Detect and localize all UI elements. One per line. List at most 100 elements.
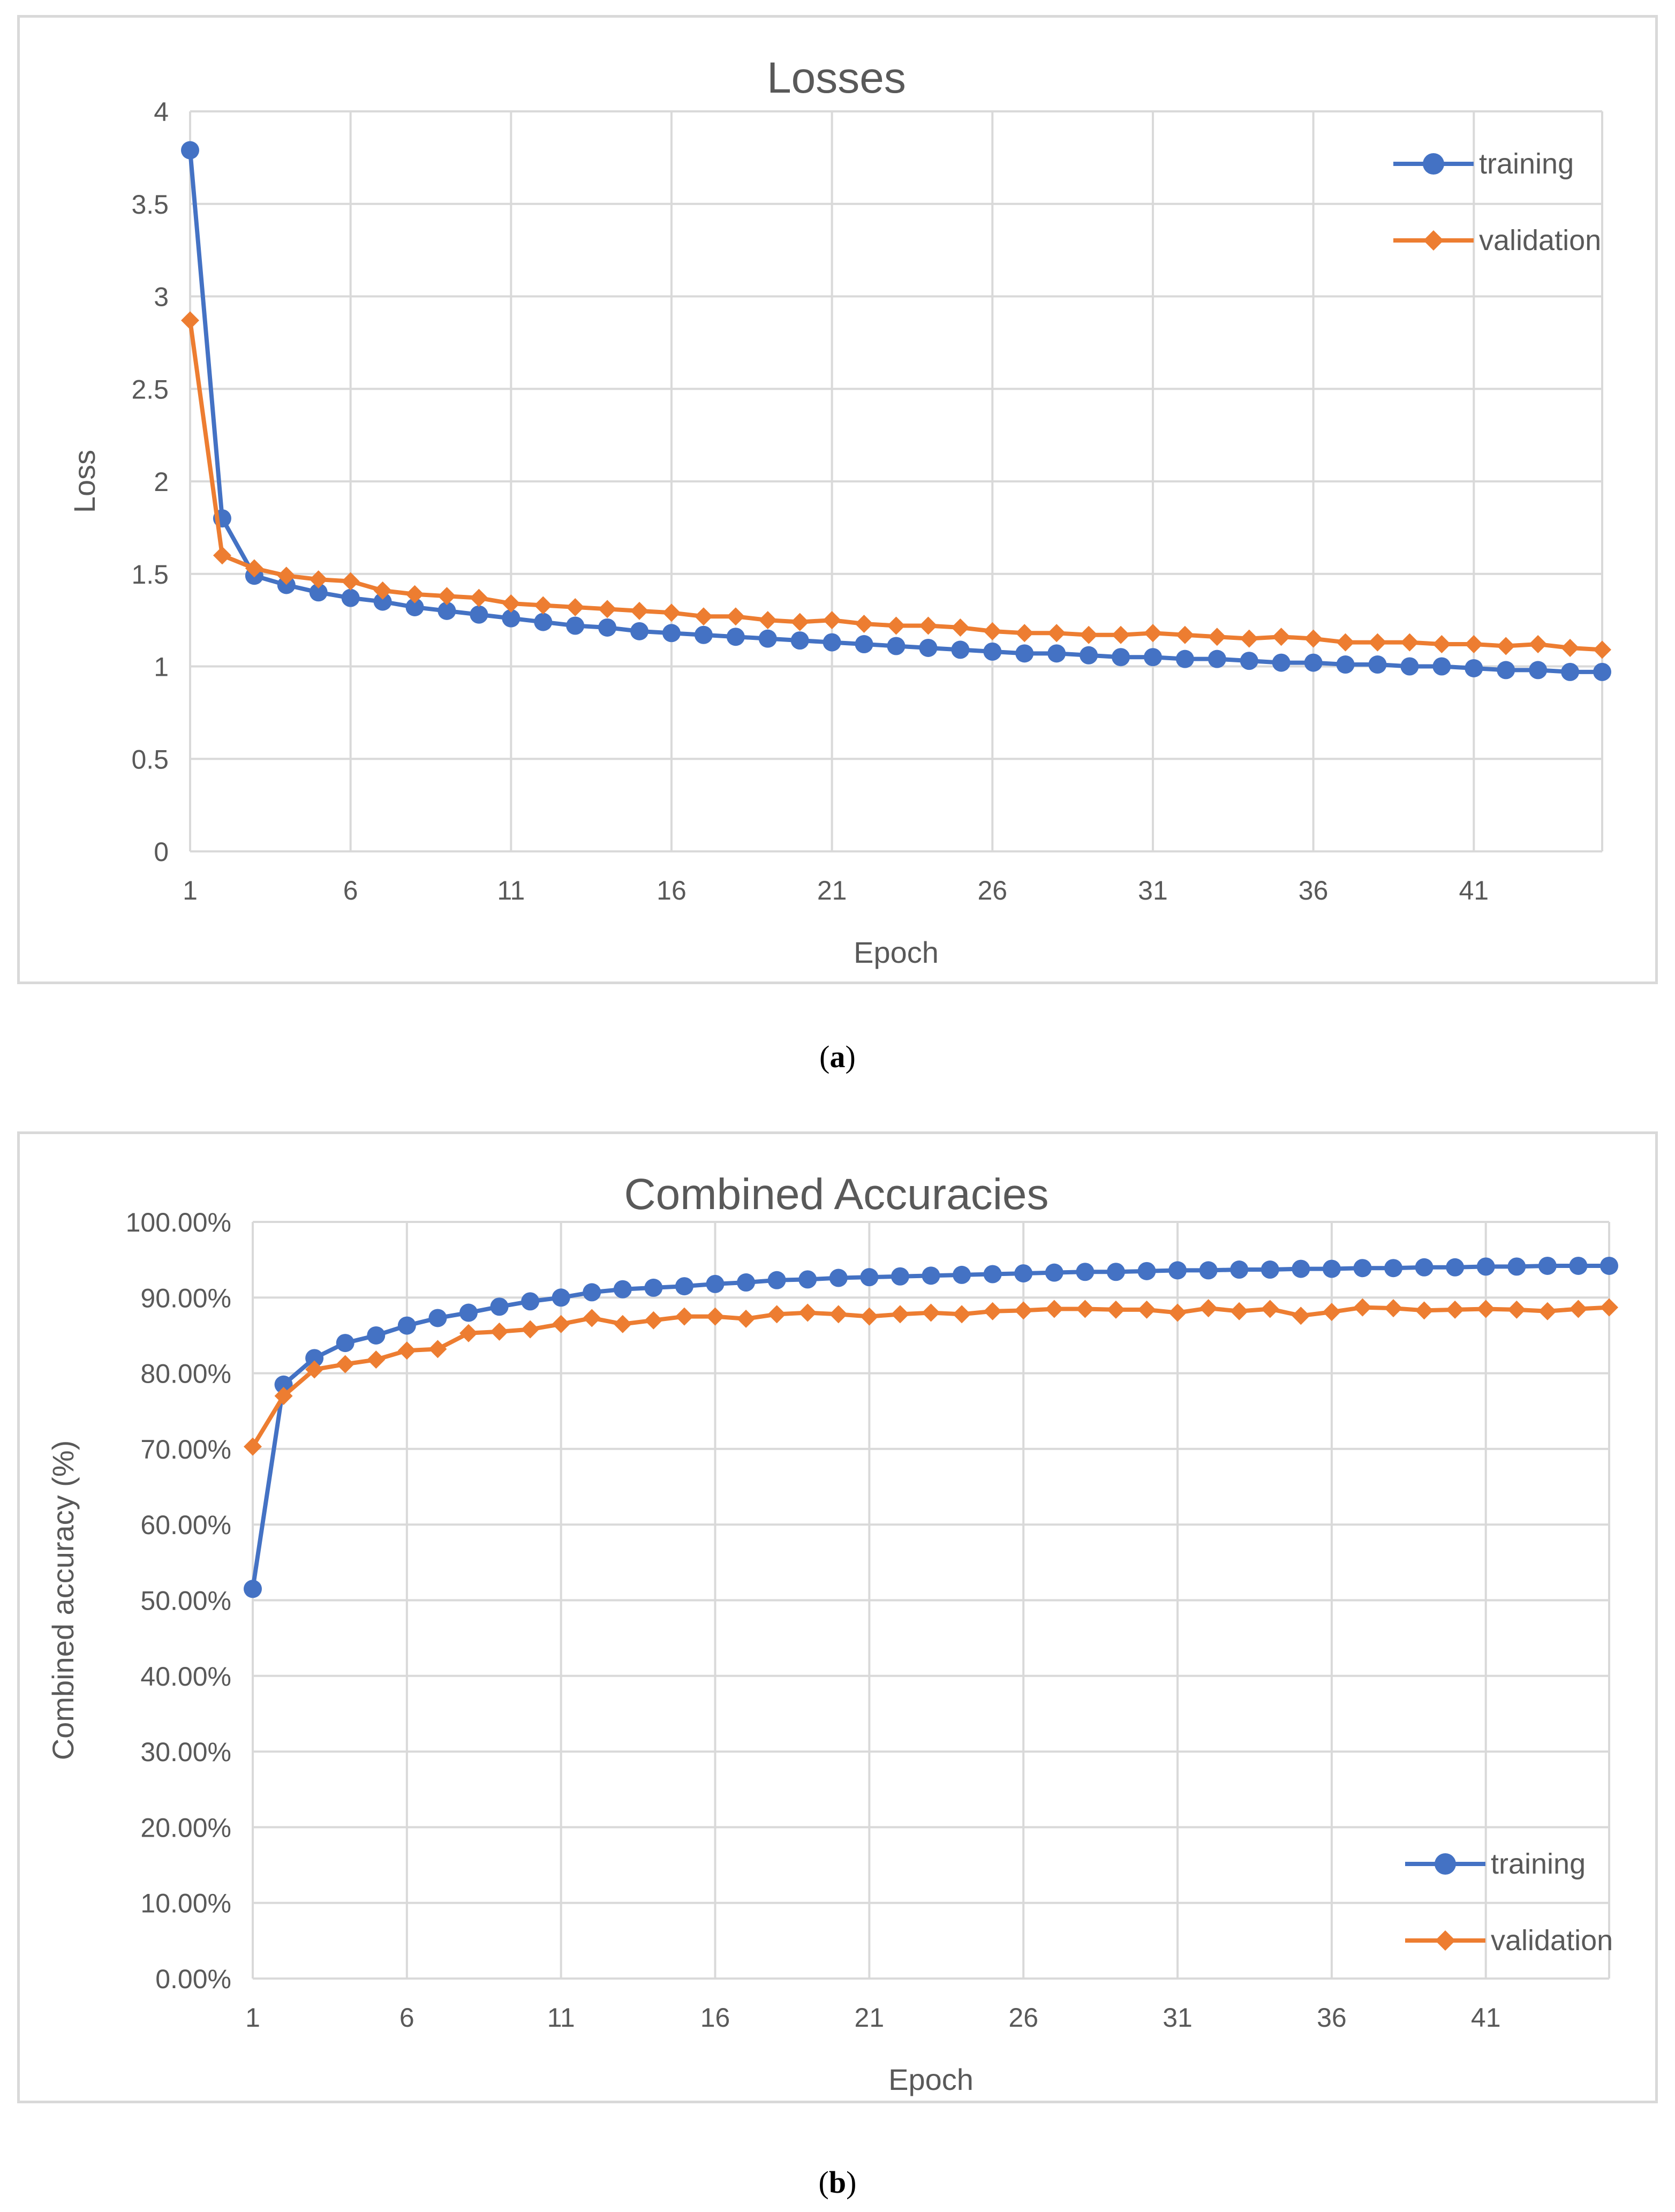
training-point <box>1076 1263 1095 1281</box>
training-point <box>1292 1259 1310 1278</box>
x-tick-label: 26 <box>977 875 1007 905</box>
training-point <box>1593 662 1611 681</box>
validation-point <box>694 607 713 626</box>
training-point <box>1336 655 1355 674</box>
training-point <box>277 576 296 594</box>
validation-point <box>1304 629 1323 648</box>
validation-point <box>1432 635 1451 654</box>
validation-point <box>1261 1300 1279 1318</box>
accuracy-chart: 0.00% 10.00% 20.00% 30.00% 40.00% 50.00% 60.00… <box>46 1170 1618 2096</box>
validation-point <box>598 600 617 618</box>
training-point <box>1261 1260 1279 1279</box>
x-tick-label: 1 <box>245 2003 260 2033</box>
training-point <box>737 1273 756 1292</box>
validation-point <box>428 1340 447 1358</box>
x-tick-label: 21 <box>855 2003 885 2033</box>
validation-point <box>1076 1300 1095 1318</box>
validation-point <box>1175 625 1194 644</box>
validation-point <box>490 1322 509 1341</box>
x-axis-label: Epoch <box>888 2063 974 2096</box>
chart-title: Losses <box>767 54 906 102</box>
training-point <box>644 1278 663 1297</box>
training-point <box>758 629 777 648</box>
training-point <box>502 609 520 628</box>
training-point <box>1240 652 1258 670</box>
training-point <box>1045 1263 1063 1282</box>
training-point <box>1175 650 1194 668</box>
validation-point <box>1600 1298 1618 1317</box>
x-tick-label: 36 <box>1299 875 1329 905</box>
legend-validation-marker <box>1423 230 1444 251</box>
training-point <box>1015 644 1034 663</box>
training-point <box>1304 653 1323 672</box>
legend-training-marker <box>1423 153 1444 175</box>
validation-point <box>662 603 681 622</box>
y-tick-label: 30.00% <box>140 1737 231 1767</box>
validation-point <box>829 1305 848 1324</box>
validation-point <box>758 611 777 630</box>
x-tick-label: 6 <box>399 2003 414 2033</box>
accuracy-chart-panel: 0.00% 10.00% 20.00% 30.00% 40.00% 50.00% 60.00… <box>17 1131 1658 2103</box>
legend-training-label: training <box>1479 148 1574 180</box>
validation-point <box>1561 638 1580 657</box>
training-point <box>490 1297 509 1316</box>
y-tick-label: 2 <box>154 467 169 497</box>
x-tick-label: 26 <box>1008 2003 1038 2033</box>
validation-point <box>1507 1300 1526 1319</box>
training-point <box>1230 1260 1249 1279</box>
training-point <box>1507 1257 1526 1276</box>
training-point <box>1400 657 1419 676</box>
validation-point <box>1593 640 1611 659</box>
validation-point <box>502 594 520 613</box>
validation-point <box>855 615 873 633</box>
legend-training-label: training <box>1491 1848 1586 1880</box>
validation-point <box>922 1303 940 1322</box>
training-point <box>459 1303 478 1322</box>
training-point <box>1432 657 1451 676</box>
training-point <box>1561 662 1580 681</box>
validation-point <box>405 585 424 603</box>
validation-point <box>1538 1302 1557 1320</box>
training-point <box>566 616 585 635</box>
losses-chart: 00.511.522.533.541 6 11 16 21 26 31 36 41LossesE… <box>67 54 1611 969</box>
y-tick-label: 0.5 <box>131 744 169 774</box>
y-tick-label: 0 <box>154 837 169 867</box>
training-point <box>1529 661 1548 680</box>
y-tick-label: 4 <box>154 97 169 127</box>
training-point <box>1047 644 1066 663</box>
y-tick-label: 40.00% <box>140 1662 231 1692</box>
validation-point <box>397 1341 416 1360</box>
training-point <box>675 1277 693 1296</box>
validation-point <box>860 1307 879 1326</box>
validation-point <box>1014 1301 1033 1320</box>
legend-validation-label: validation <box>1491 1924 1613 1957</box>
validation-point <box>274 1386 293 1405</box>
training-point <box>953 1265 971 1284</box>
validation-point <box>1106 1300 1125 1319</box>
validation-point <box>305 1360 324 1379</box>
y-tick-label: 3.5 <box>131 190 169 220</box>
training-point <box>305 1349 324 1368</box>
training-point <box>1465 659 1483 677</box>
training-point <box>1569 1256 1588 1275</box>
training-point <box>552 1288 570 1307</box>
training-point <box>919 638 938 657</box>
validation-point <box>1230 1302 1249 1320</box>
validation-point <box>1446 1300 1465 1319</box>
training-point <box>829 1269 848 1287</box>
y-tick-label: 0.00% <box>155 1964 231 1994</box>
legend-validation-label: validation <box>1479 224 1601 256</box>
validation-point <box>887 616 906 635</box>
training-point <box>244 1580 262 1598</box>
training-point <box>1272 653 1291 672</box>
y-tick-label: 2.5 <box>131 374 169 404</box>
caption-b: (b) <box>818 2165 857 2200</box>
x-tick-label: 36 <box>1317 2003 1347 2033</box>
validation-point <box>1569 1300 1588 1318</box>
x-tick-label: 11 <box>497 875 525 905</box>
y-tick-label: 1.5 <box>131 560 169 590</box>
training-point <box>790 631 809 650</box>
training-point <box>823 633 841 652</box>
training-point <box>1168 1261 1187 1280</box>
validation-point <box>1199 1299 1218 1318</box>
